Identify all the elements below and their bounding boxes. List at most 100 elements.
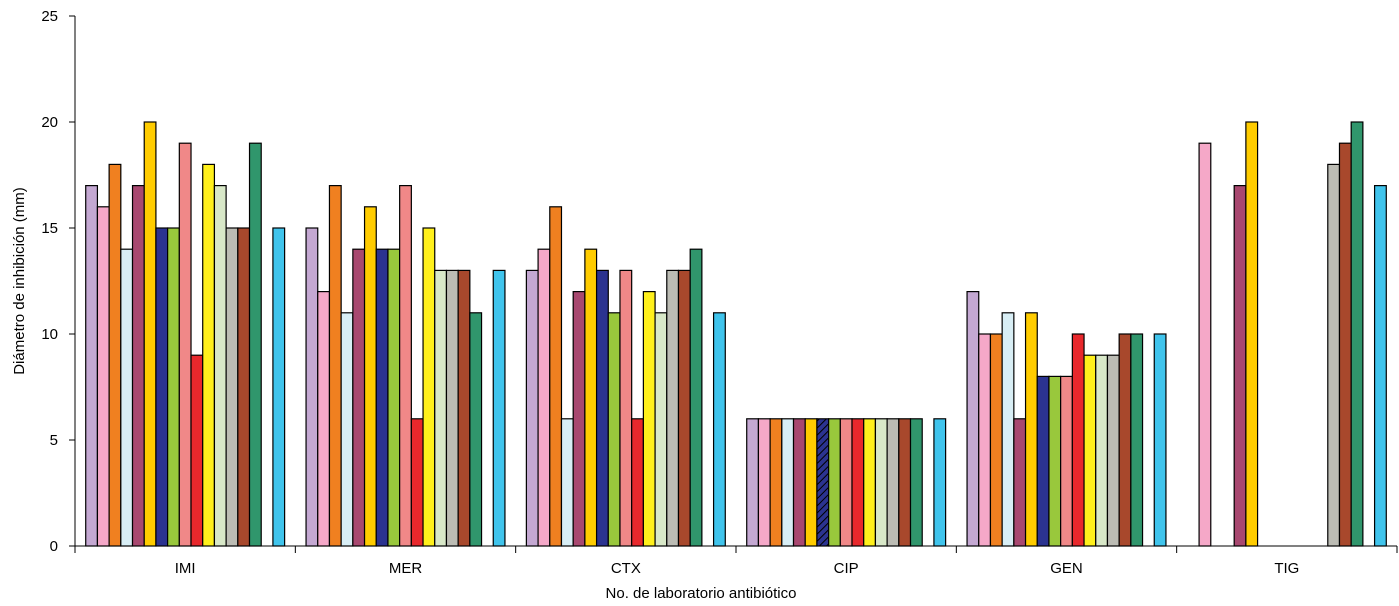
bar: [595, 269, 609, 547]
bar: [631, 418, 644, 547]
y-tick-label: 25: [41, 8, 58, 25]
bar: [607, 312, 621, 547]
bar: [248, 142, 262, 547]
bar: [1060, 375, 1073, 547]
bar: [272, 227, 286, 547]
bar: [434, 269, 448, 547]
bar: [886, 418, 900, 547]
bar: [178, 142, 192, 547]
bars: [85, 121, 1387, 547]
bar: [1373, 185, 1387, 547]
y-tick-label: 15: [41, 220, 58, 237]
bar: [816, 418, 830, 547]
x-tick-label: GEN: [1050, 560, 1083, 577]
bar: [340, 312, 354, 547]
bar: [677, 269, 691, 547]
bar: [225, 227, 239, 547]
bar: [537, 248, 551, 547]
bar: [1338, 142, 1352, 547]
bar: [305, 227, 319, 547]
bar: [131, 185, 145, 547]
bar: [469, 312, 483, 547]
bar: [155, 227, 169, 547]
bar: [689, 248, 703, 547]
bar: [898, 418, 912, 547]
bar: [410, 418, 424, 547]
bar: [167, 227, 180, 547]
x-tick-label: CTX: [611, 560, 641, 577]
y-tick-label: 5: [50, 432, 58, 449]
y-tick-label: 10: [41, 326, 58, 343]
y-tick-labels: 0 5 10 15 20 25: [41, 8, 58, 555]
bar: [909, 418, 923, 547]
bar: [237, 227, 251, 547]
bar: [654, 312, 668, 547]
bar: [387, 248, 401, 547]
bar: [1036, 375, 1050, 547]
bar: [190, 354, 204, 547]
bar: [851, 418, 865, 547]
bar: [584, 248, 598, 547]
bar: [839, 418, 853, 547]
bar: [804, 418, 818, 547]
bar: [863, 418, 877, 547]
bar: [874, 418, 888, 547]
bar: [746, 418, 760, 547]
bar: [666, 269, 680, 547]
bar: [108, 163, 122, 547]
bar: [399, 185, 412, 547]
bar: [828, 418, 841, 547]
bar: [525, 269, 539, 547]
bar: [1350, 121, 1364, 547]
bar: [712, 312, 726, 547]
bar: [143, 121, 157, 547]
bar: [1153, 333, 1167, 547]
bar: [572, 291, 586, 547]
bar: [96, 206, 110, 547]
x-tick-label: IMI: [175, 560, 196, 577]
y-tick-label: 0: [50, 538, 58, 555]
bar: [363, 206, 377, 547]
bar: [1071, 333, 1085, 547]
bar: [1106, 354, 1120, 547]
bar: [933, 418, 947, 547]
y-axis-title: Diámetro de inhibición (mm): [11, 187, 28, 375]
bar: [85, 185, 99, 547]
bar: [1013, 418, 1027, 547]
y-axis: [69, 15, 76, 547]
bar: [1083, 354, 1097, 547]
bar: [781, 418, 795, 547]
bar: [1095, 354, 1109, 547]
bar: [1001, 312, 1015, 547]
x-tick-label: TIG: [1274, 560, 1299, 577]
bar: [328, 185, 342, 547]
bar: [989, 333, 1003, 547]
bar: [757, 418, 771, 547]
bar: [120, 248, 134, 547]
bar: [978, 333, 992, 547]
bar: [352, 248, 366, 547]
bar: [619, 269, 633, 547]
bar: [445, 269, 459, 547]
x-tick-label: MER: [389, 560, 423, 577]
bar: [966, 291, 980, 547]
bar: [1327, 163, 1341, 547]
bar: [375, 248, 389, 547]
bar: [560, 418, 574, 547]
bar: [1245, 121, 1259, 547]
bar: [213, 185, 227, 547]
bar: [422, 227, 436, 547]
bar: [1130, 333, 1144, 547]
bar: [1024, 312, 1038, 547]
bar: [549, 206, 563, 547]
bar: [457, 269, 471, 547]
bar: [202, 163, 216, 547]
x-tick-label: CIP: [834, 560, 859, 577]
x-axis: [74, 545, 1398, 553]
bar: [492, 269, 506, 547]
bar: [769, 418, 783, 547]
bar: [1233, 185, 1247, 547]
x-axis-title: No. de laboratorio antibiótico: [606, 585, 797, 602]
bar: [317, 291, 331, 547]
